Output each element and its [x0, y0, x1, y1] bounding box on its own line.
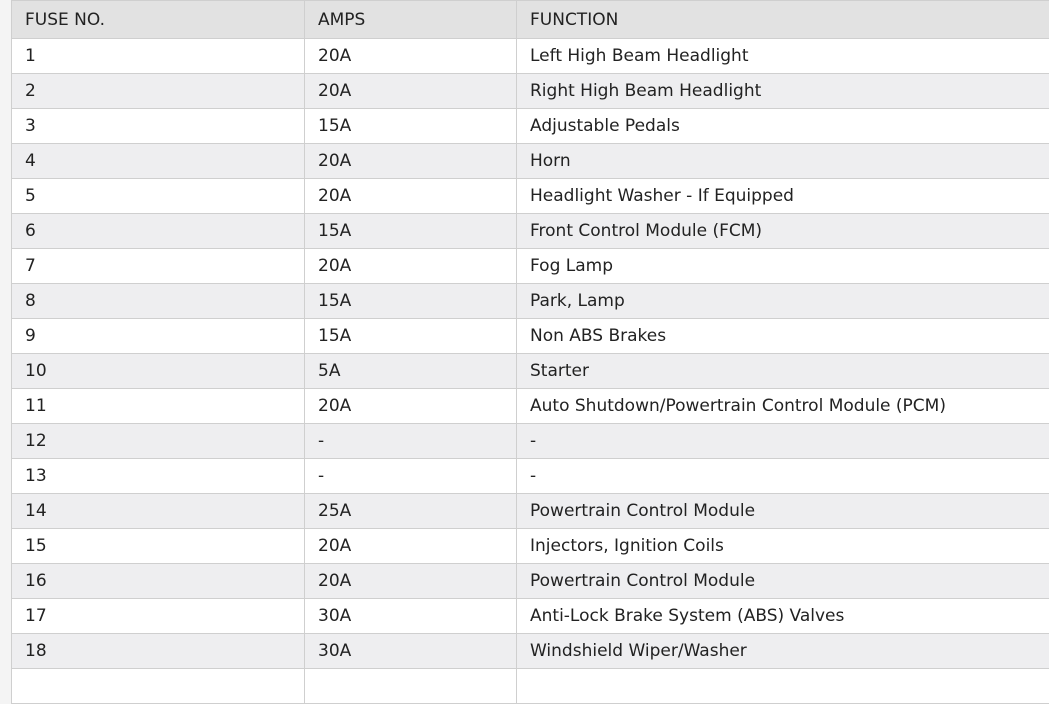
- cell-amps: 20A: [305, 529, 517, 564]
- header-function: FUNCTION: [517, 1, 1049, 39]
- cell-amps: 15A: [305, 319, 517, 354]
- cell-fuse-no: 6: [12, 214, 305, 249]
- cell-fuse-no: 14: [12, 494, 305, 529]
- cell-function: Injectors, Ignition Coils: [517, 529, 1049, 564]
- cell-amps: 25A: [305, 494, 517, 529]
- cell-amps: 20A: [305, 74, 517, 109]
- cell-amps: [305, 669, 517, 704]
- cell-fuse-no: 12: [12, 424, 305, 459]
- cell-function: Anti-Lock Brake System (ABS) Valves: [517, 599, 1049, 634]
- cell-fuse-no: 4: [12, 144, 305, 179]
- cell-function: [517, 669, 1049, 704]
- cell-fuse-no: 16: [12, 564, 305, 599]
- table-row: 13--: [12, 459, 1049, 494]
- cell-amps: 15A: [305, 109, 517, 144]
- cell-function: Non ABS Brakes: [517, 319, 1049, 354]
- cell-amps: 20A: [305, 564, 517, 599]
- cell-amps: 20A: [305, 39, 517, 74]
- cell-amps: 15A: [305, 214, 517, 249]
- cell-fuse-no: 18: [12, 634, 305, 669]
- cell-function: Windshield Wiper/Washer: [517, 634, 1049, 669]
- cell-amps: 20A: [305, 179, 517, 214]
- cell-fuse-no: 7: [12, 249, 305, 284]
- cell-fuse-no: [12, 669, 305, 704]
- cell-amps: 15A: [305, 284, 517, 319]
- cell-fuse-no: 10: [12, 354, 305, 389]
- cell-fuse-no: 13: [12, 459, 305, 494]
- cell-function: Fog Lamp: [517, 249, 1049, 284]
- header-fuse-no: FUSE NO.: [12, 1, 305, 39]
- cell-function: Powertrain Control Module: [517, 494, 1049, 529]
- cell-fuse-no: 5: [12, 179, 305, 214]
- table-row: 12--: [12, 424, 1049, 459]
- cell-fuse-no: 8: [12, 284, 305, 319]
- cell-amps: 20A: [305, 144, 517, 179]
- cell-amps: 30A: [305, 634, 517, 669]
- cell-amps: 20A: [305, 249, 517, 284]
- cell-function: Adjustable Pedals: [517, 109, 1049, 144]
- cell-function: Left High Beam Headlight: [517, 39, 1049, 74]
- cell-function: Right High Beam Headlight: [517, 74, 1049, 109]
- header-amps: AMPS: [305, 1, 517, 39]
- cell-function: -: [517, 424, 1049, 459]
- cell-amps: -: [305, 459, 517, 494]
- cell-amps: -: [305, 424, 517, 459]
- cell-amps: 30A: [305, 599, 517, 634]
- cell-fuse-no: 11: [12, 389, 305, 424]
- cell-function: Powertrain Control Module: [517, 564, 1049, 599]
- cell-fuse-no: 15: [12, 529, 305, 564]
- cell-fuse-no: 17: [12, 599, 305, 634]
- cell-function: Auto Shutdown/Powertrain Control Module …: [517, 389, 1049, 424]
- cell-function: Park, Lamp: [517, 284, 1049, 319]
- cell-fuse-no: 1: [12, 39, 305, 74]
- cell-fuse-no: 3: [12, 109, 305, 144]
- cell-amps: 20A: [305, 389, 517, 424]
- cell-function: Starter: [517, 354, 1049, 389]
- cell-fuse-no: 2: [12, 74, 305, 109]
- table-row: [12, 669, 1049, 704]
- cell-function: -: [517, 459, 1049, 494]
- cell-function: Headlight Washer - If Equipped: [517, 179, 1049, 214]
- cell-function: Horn: [517, 144, 1049, 179]
- cell-function: Front Control Module (FCM): [517, 214, 1049, 249]
- cell-amps: 5A: [305, 354, 517, 389]
- cell-fuse-no: 9: [12, 319, 305, 354]
